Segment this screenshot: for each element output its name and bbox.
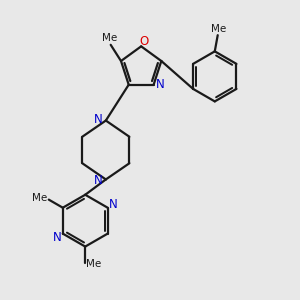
- Text: N: N: [109, 198, 118, 211]
- Text: Me: Me: [32, 193, 47, 203]
- Text: N: N: [156, 78, 164, 91]
- Text: Me: Me: [86, 259, 102, 269]
- Text: N: N: [52, 231, 61, 244]
- Text: N: N: [94, 174, 103, 188]
- Text: N: N: [94, 112, 103, 126]
- Text: Me: Me: [211, 24, 226, 34]
- Text: Me: Me: [103, 33, 118, 43]
- Text: O: O: [140, 34, 149, 48]
